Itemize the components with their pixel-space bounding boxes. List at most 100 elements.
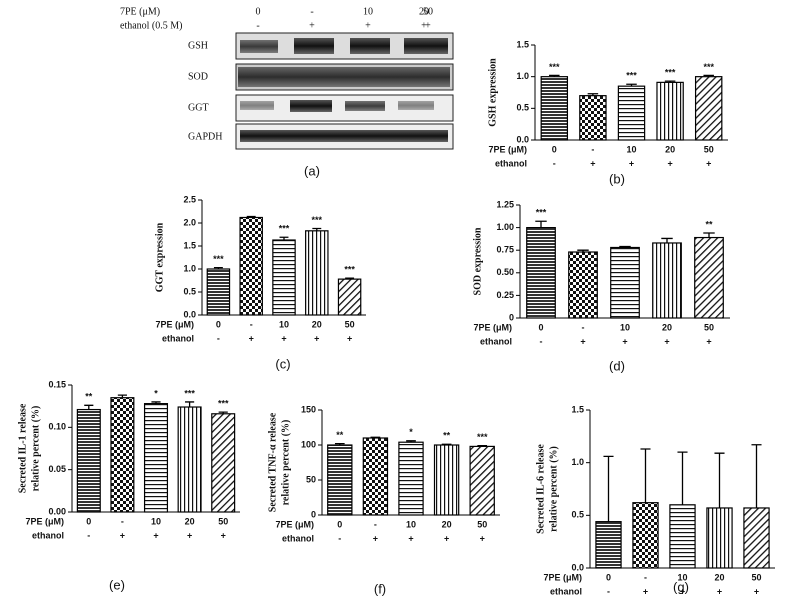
x-ethanol-label: +	[120, 530, 125, 540]
significance-label: **	[443, 431, 451, 441]
x-tick-label: -	[582, 322, 585, 332]
x-ethanol-label: +	[480, 533, 485, 543]
y-tick-label: 0.00	[48, 506, 66, 516]
significance-label: ***	[477, 432, 488, 442]
bar	[239, 216, 263, 316]
bar	[656, 81, 684, 141]
x-tick-label: 10	[677, 572, 687, 582]
blot-ethanol: +	[425, 20, 431, 31]
y-axis-label: SOD expression	[472, 227, 483, 295]
blot-conc: 10	[363, 6, 373, 17]
error-bar	[151, 401, 161, 404]
x-tick-label: 50	[751, 572, 761, 582]
bar	[610, 246, 640, 319]
x-ethanol-label: +	[622, 336, 627, 346]
error-bar	[185, 401, 195, 408]
x-ethanol-label: +	[281, 333, 286, 343]
x-ethanol-label: +	[664, 336, 669, 346]
x-ethanol-label: -	[607, 586, 610, 596]
bar	[743, 507, 770, 569]
error-bar	[603, 455, 614, 522]
y-tick-label: 0	[509, 312, 514, 322]
blot-band	[240, 40, 278, 53]
bar	[526, 227, 556, 319]
x-tick-label: 0	[552, 144, 557, 154]
y-tick-label: 0.0	[183, 309, 196, 319]
blot-band-label: SOD	[188, 71, 208, 82]
y-tick-label: 1.0	[571, 457, 584, 467]
error-bar	[477, 445, 488, 447]
x-tick-label: 50	[704, 322, 714, 332]
y-tick-label: 0.50	[496, 267, 514, 277]
error-bar	[218, 411, 228, 414]
y-axis-label: GSH expression	[487, 58, 498, 127]
x-ethanol-label: +	[680, 586, 685, 596]
significance-label: ***	[184, 388, 195, 398]
x-tick-label: 0	[216, 319, 221, 329]
y-tick-label: 2.0	[183, 217, 196, 227]
y-tick-label: 1.0	[183, 263, 196, 273]
y-axis-label: Secreted IL-6 release	[535, 444, 546, 534]
western-blot	[235, 32, 454, 150]
error-bar	[664, 80, 676, 83]
bar	[469, 445, 495, 516]
x-tick-label: 0	[538, 322, 543, 332]
y-axis-label: relative percent (%)	[548, 446, 559, 532]
x-ethanol-label: +	[187, 530, 192, 540]
significance-label: **	[85, 392, 93, 402]
x-ethanol-label: +	[347, 333, 352, 343]
error-bar	[345, 277, 355, 280]
blot-ethanol: +	[365, 20, 371, 31]
bar	[327, 444, 353, 516]
significance-label: ***	[218, 398, 229, 408]
y-axis-label: Secreted IL-1 release	[17, 403, 28, 493]
bar	[433, 444, 460, 516]
bar	[143, 403, 169, 513]
bar	[362, 437, 389, 516]
blot-ethanol: +	[309, 20, 315, 31]
x-row-title: 7PE (μM)	[488, 144, 527, 154]
x-tick-label: 10	[279, 319, 289, 329]
blot-row-title: ethanol (0.5 M)	[120, 20, 183, 31]
y-axis-label: relative percent (%)	[280, 420, 291, 506]
bar	[652, 242, 682, 319]
bar	[595, 521, 622, 569]
bar	[337, 278, 362, 316]
bar	[206, 268, 231, 316]
blot-conc: 50	[423, 6, 433, 17]
significance-label: ***	[279, 224, 290, 234]
x-row-title: 7PE (μM)	[473, 322, 512, 332]
y-tick-label: 1.5	[516, 39, 529, 49]
x-ethanol-label: -	[338, 533, 341, 543]
x-tick-label: -	[121, 516, 124, 526]
bar	[694, 76, 723, 141]
error-bar	[84, 404, 94, 410]
x-row-title: ethanol	[495, 158, 527, 168]
blot-row-title: 7PE (μM)	[120, 6, 160, 17]
y-tick-label: 0.5	[571, 510, 584, 520]
bar	[669, 504, 696, 569]
y-tick-label: 100	[301, 439, 316, 449]
x-tick-label: 20	[312, 319, 322, 329]
y-axis-label: GGT expression	[154, 222, 165, 292]
y-tick-label: 150	[301, 404, 316, 414]
error-bar	[661, 237, 673, 243]
x-ethanol-label: +	[221, 530, 226, 540]
x-tick-label: 10	[151, 516, 161, 526]
error-bar	[406, 440, 416, 443]
blot-band-label: GAPDH	[188, 131, 222, 142]
x-tick-label: 50	[477, 519, 487, 529]
y-tick-label: 1.0	[516, 71, 529, 81]
blot-conc: -	[310, 6, 313, 17]
caption: (g)	[673, 579, 689, 594]
x-row-title: 7PE (μM)	[275, 519, 314, 529]
caption: (a)	[304, 163, 320, 178]
blot-band	[240, 101, 274, 110]
blot-ethanol: -	[256, 20, 259, 31]
blot-conc: 0	[256, 6, 261, 17]
x-ethanol-label: -	[540, 336, 543, 346]
error-bar	[213, 266, 223, 269]
bar	[211, 413, 236, 513]
blot-band-label: GGT	[188, 102, 209, 113]
bar	[110, 397, 135, 513]
